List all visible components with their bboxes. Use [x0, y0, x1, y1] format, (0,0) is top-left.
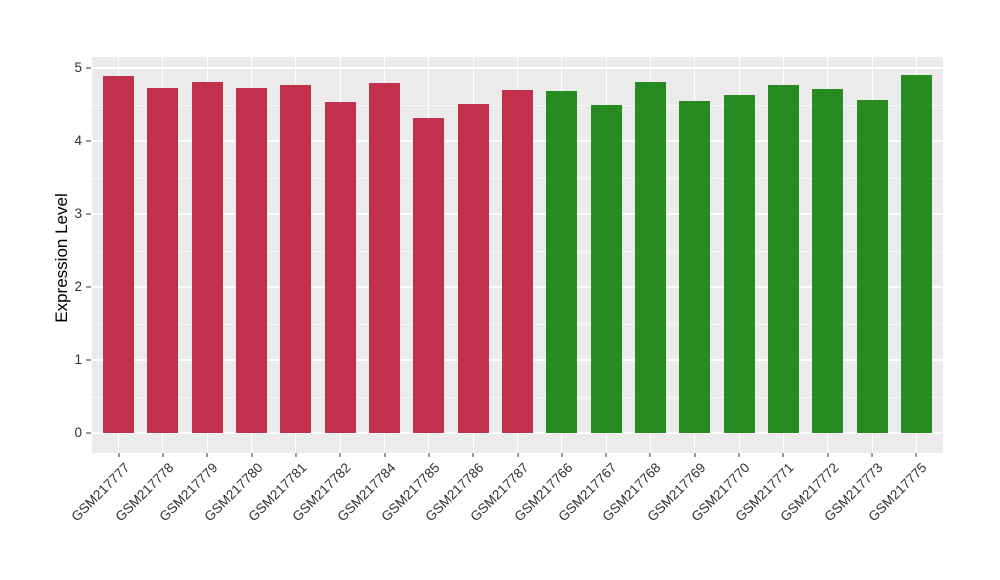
y-tick-mark	[86, 286, 91, 288]
y-tick-label: 2	[74, 279, 82, 294]
y-tick-mark	[86, 67, 91, 69]
x-tick-mark	[206, 453, 209, 457]
x-tick-mark	[782, 453, 785, 457]
bar	[324, 101, 356, 433]
y-tick-mark	[86, 359, 91, 361]
bar	[457, 103, 489, 433]
bar	[723, 95, 755, 433]
x-tick-mark	[915, 453, 918, 457]
bar	[502, 89, 533, 433]
x-tick-mark	[516, 453, 519, 457]
bar	[767, 84, 799, 433]
x-tick-mark	[649, 453, 652, 457]
x-tick-mark	[339, 453, 342, 457]
x-tick-mark	[871, 453, 874, 457]
y-tick-label: 1	[74, 352, 82, 367]
y-tick-label: 0	[74, 425, 82, 440]
x-tick-mark	[250, 453, 253, 457]
y-tick-mark	[86, 432, 91, 434]
bar	[634, 81, 666, 433]
x-tick-mark	[738, 453, 741, 457]
bar	[369, 82, 401, 433]
x-tick-mark	[605, 453, 608, 457]
x-tick-mark	[161, 453, 164, 457]
y-tick-label: 3	[74, 206, 82, 221]
bar	[147, 87, 179, 433]
x-tick-mark	[427, 453, 430, 457]
bar	[679, 100, 711, 433]
x-tick-mark	[826, 453, 829, 457]
x-tick-mark	[472, 453, 475, 457]
plot-panel	[92, 57, 943, 453]
bar	[546, 91, 578, 433]
bar	[812, 89, 844, 433]
bar	[856, 100, 888, 433]
x-tick-mark	[117, 453, 120, 457]
bar	[900, 75, 932, 433]
bar	[191, 81, 223, 433]
bar	[413, 117, 445, 433]
bar	[103, 76, 135, 433]
x-tick-mark	[383, 453, 386, 457]
y-tick-label: 5	[74, 60, 82, 75]
bar	[280, 84, 312, 433]
x-tick-mark	[294, 453, 297, 457]
x-tick-mark	[693, 453, 696, 457]
y-tick-mark	[86, 213, 91, 215]
y-tick-mark	[86, 140, 91, 142]
x-tick-mark	[560, 453, 563, 457]
bar	[590, 104, 622, 433]
y-tick-label: 4	[74, 133, 82, 148]
bar	[236, 88, 268, 433]
